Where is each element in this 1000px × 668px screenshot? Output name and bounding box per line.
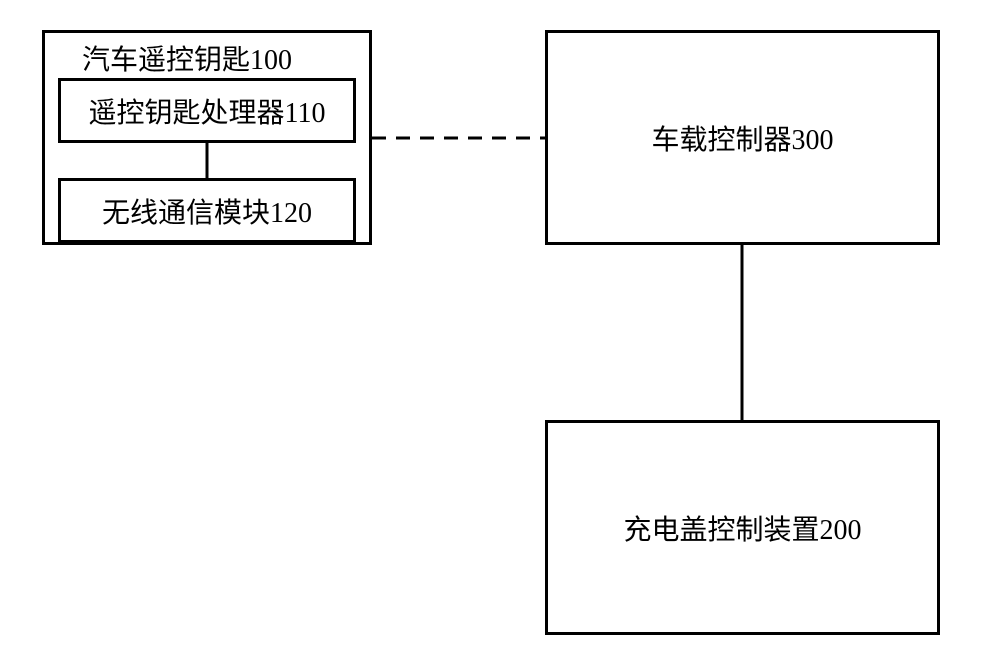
node-charging-cover-label: 充电盖控制装置200 bbox=[623, 508, 861, 548]
edge-controller-to-cover bbox=[742, 245, 743, 420]
node-key-processor: 遥控钥匙处理器110 bbox=[58, 78, 356, 143]
node-charging-cover: 充电盖控制装置200 bbox=[545, 420, 940, 635]
node-wireless-module-label: 无线通信模块120 bbox=[102, 191, 312, 231]
node-key-processor-label: 遥控钥匙处理器110 bbox=[89, 91, 326, 131]
edge-keyfob-to-controller bbox=[372, 138, 545, 139]
node-vehicle-controller: 车载控制器300 bbox=[545, 30, 940, 245]
edge-processor-to-wireless bbox=[207, 143, 208, 178]
diagram-canvas: 汽车遥控钥匙100 遥控钥匙处理器110 无线通信模块120 车载控制器300 … bbox=[0, 0, 1000, 668]
node-vehicle-controller-label: 车载控制器300 bbox=[651, 118, 833, 158]
node-wireless-module: 无线通信模块120 bbox=[58, 178, 356, 243]
node-key-fob-label: 汽车遥控钥匙100 bbox=[82, 38, 292, 78]
